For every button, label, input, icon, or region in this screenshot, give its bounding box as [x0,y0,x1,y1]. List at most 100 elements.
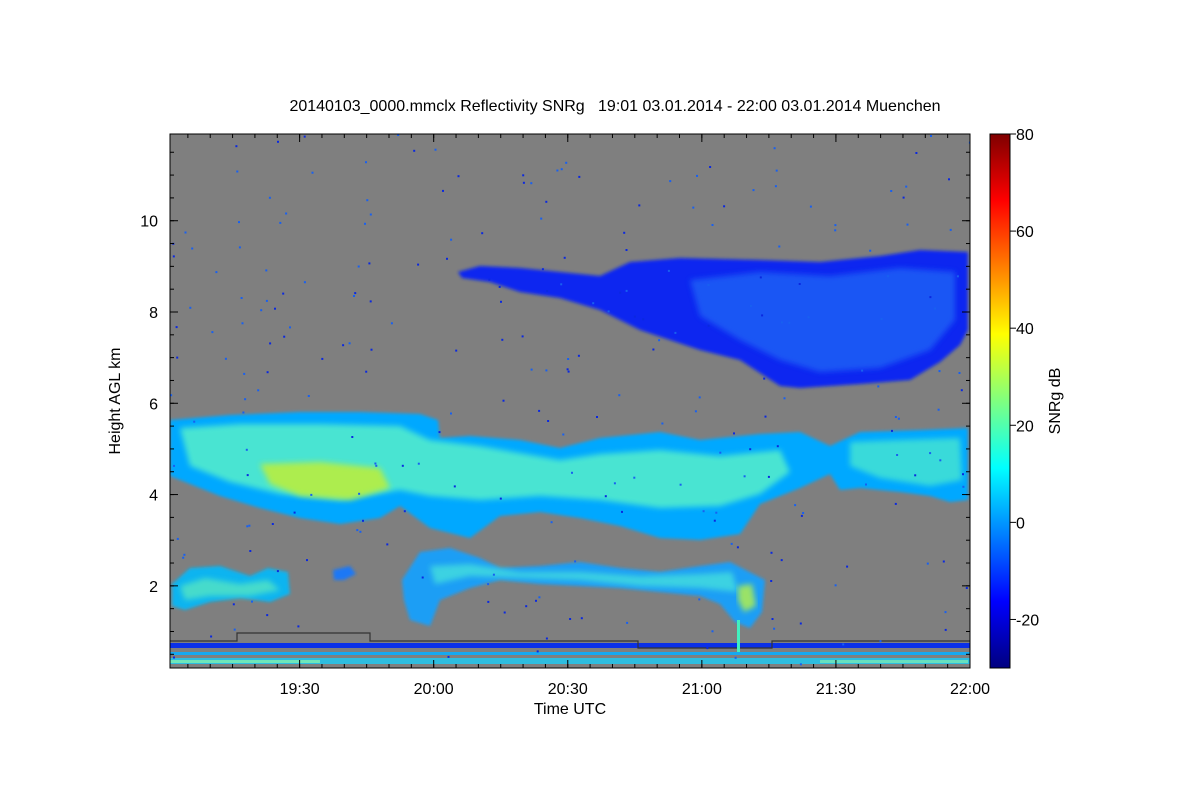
speckle-dot [956,275,959,278]
speckle-dot [694,410,697,413]
speckle-dot [661,422,664,425]
speckle-dot [565,161,568,164]
speckle-dot [375,464,378,467]
speckle-dot [269,342,272,345]
speckle-dot [633,315,636,318]
speckle-dot [498,285,501,288]
speckle-dot [965,587,968,589]
speckle-dot [501,338,504,341]
speckle-dot [578,175,581,178]
speckle-dot [604,495,607,498]
colorbar-tick-label: 40 [1016,321,1034,338]
speckle-dot [358,492,361,495]
speckle-dot [266,614,269,617]
speckle-dot [809,205,812,208]
y-tick-label: 2 [149,579,158,596]
speckle-dot [297,625,300,628]
speckle-dot [638,204,641,207]
clutter-band-bright-east [820,660,968,663]
low-cloud-fragment [333,566,356,580]
speckle-dot [771,618,774,620]
speckle-dot [182,556,185,559]
speckle-dot [246,525,249,528]
speckle-dot [696,174,698,177]
speckle-dot [929,452,932,455]
speckle-dot [249,550,252,552]
speckle-dot [277,140,279,143]
speckle-dot [761,314,764,317]
speckle-dot [566,368,569,371]
speckle-dot [487,583,490,586]
speckle-dot [783,397,786,400]
speckle-dot [767,475,770,478]
speckle-dot [447,655,450,658]
speckle-dot [540,217,543,220]
speckle-dot [306,559,308,562]
speckle-dot [580,617,583,620]
speckle-dot [563,256,566,259]
speckle-dot [442,189,444,192]
speckle-dot [652,348,655,351]
speckle-dot [780,321,783,324]
speckle-dot [224,357,227,360]
speckle-dot [368,262,371,265]
speckle-dot [233,628,236,631]
clutter-band-lower [170,658,970,664]
speckle-dot [799,622,802,625]
speckle-dot [770,551,773,554]
speckle-dot [709,166,712,168]
speckle-dot [184,231,187,234]
speckle-dot [707,324,710,327]
speckle-dot [265,299,268,302]
speckle-dot [778,245,781,248]
speckle-dot [713,519,716,522]
speckle-dot [798,283,801,285]
speckle-dot [238,246,241,249]
speckle-dot [698,598,701,601]
speckle-dot [434,148,437,151]
colorbar-axis: -20 0 20 40 60 80 [1010,127,1039,629]
speckle-dot [236,170,239,173]
colorbar-tick-label: 0 [1016,515,1025,532]
speckle-dot [421,576,424,579]
speckle-dot [310,493,313,496]
speckle-dot [397,134,400,136]
colorbar-tick-label: 20 [1016,418,1034,435]
speckle-dot [547,420,550,422]
speckle-dot [702,510,705,513]
speckle-dot [937,408,940,411]
speckle-dot [775,169,778,172]
speckle-dot [401,464,404,467]
speckle-dot [567,358,570,360]
speckle-dot [962,473,964,476]
speckle-dot [939,459,942,462]
speckle-dot [642,318,645,321]
speckle-dot [503,611,506,614]
speckle-dot [176,356,179,359]
speckle-dot [894,502,897,505]
speckle-dot [417,263,420,266]
speckle-dot [276,570,279,573]
speckle-dot [359,530,362,533]
speckle-dot [248,524,251,527]
speckle-dot [521,335,524,338]
speckle-dot [743,475,746,478]
speckle-dot [799,663,802,666]
speckle-dot [173,464,175,467]
speckle-dot [914,474,917,477]
speckle-dot [562,433,565,436]
noise-speckle [170,134,970,666]
speckle-dot [715,511,718,514]
speckle-dot [357,265,360,268]
speckle-dot [891,429,893,432]
speckle-dot [374,462,377,465]
speckle-dot [926,562,929,565]
speckle-dot [711,630,714,633]
speckle-dot [752,189,755,192]
speckle-dot [794,504,797,507]
speckle-dot [780,559,783,562]
speckle-dot [776,445,779,448]
radar-echoes [170,134,970,666]
y-tick-label: 6 [149,396,158,413]
x-tick-label: 21:30 [816,681,856,698]
